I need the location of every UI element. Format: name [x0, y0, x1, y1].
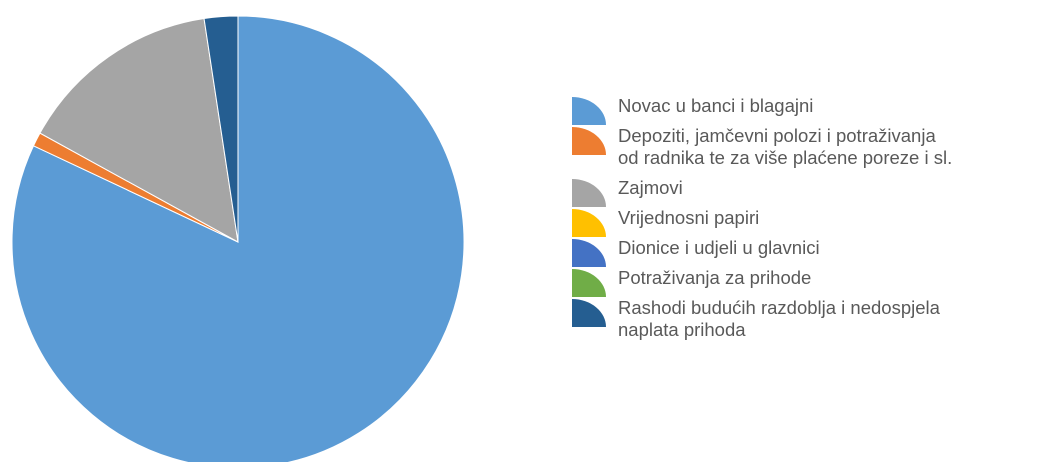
legend-label: naplata prihoda	[618, 319, 746, 340]
legend-label: Novac u banci i blagajni	[618, 95, 814, 116]
pie-slice-2	[39, 17, 239, 243]
chart-legend: Novac u banci i blagajni Depoziti, jamčev…	[572, 95, 1052, 349]
legend-swatch-shape-3	[572, 209, 606, 237]
legend-swatch-0	[572, 97, 608, 125]
legend-item-1: Depoziti, jamčevni polozi i potraživanja…	[572, 125, 1052, 169]
pie-slice-6	[203, 15, 239, 243]
legend-label: Depoziti, jamčevni polozi i potraživanja	[618, 125, 936, 146]
legend-swatch-shape-5	[572, 269, 606, 297]
legend-swatch-6	[572, 299, 608, 327]
legend-item-6: Rashodi budućih razdoblja i nedospjela na…	[572, 297, 1052, 341]
legend-label: Zajmovi	[618, 177, 683, 198]
legend-label: Potraživanja za prihode	[618, 267, 812, 288]
pie-chart	[11, 15, 465, 462]
legend-label: od radnika te za više plaćene poreze i s…	[618, 147, 953, 168]
legend-item-0: Novac u banci i blagajni	[572, 95, 1052, 125]
legend-swatch-shape-0	[572, 97, 606, 125]
legend-item-4: Dionice i udjeli u glavnici	[572, 237, 1052, 267]
legend-swatch-4	[572, 239, 608, 267]
legend-swatch-shape-6	[572, 299, 606, 327]
legend-label: Rashodi budućih razdoblja i nedospjela	[618, 297, 940, 318]
legend-swatch-shape-1	[572, 127, 606, 155]
legend-swatch-5	[572, 269, 608, 297]
pie-slices	[11, 15, 465, 462]
legend-swatch-1	[572, 127, 608, 155]
legend-swatch-shape-2	[572, 179, 606, 207]
legend-item-3: Vrijednosni papiri	[572, 207, 1052, 237]
pie-slice-0	[11, 15, 465, 462]
legend-swatch-3	[572, 209, 608, 237]
legend-swatch-2	[572, 179, 608, 207]
legend-item-2: Zajmovi	[572, 177, 1052, 207]
legend-label: Dionice i udjeli u glavnici	[618, 237, 820, 258]
legend-swatch-shape-4	[572, 239, 606, 267]
legend-item-5: Potraživanja za prihode	[572, 267, 1052, 297]
legend-label: Vrijednosni papiri	[618, 207, 760, 228]
